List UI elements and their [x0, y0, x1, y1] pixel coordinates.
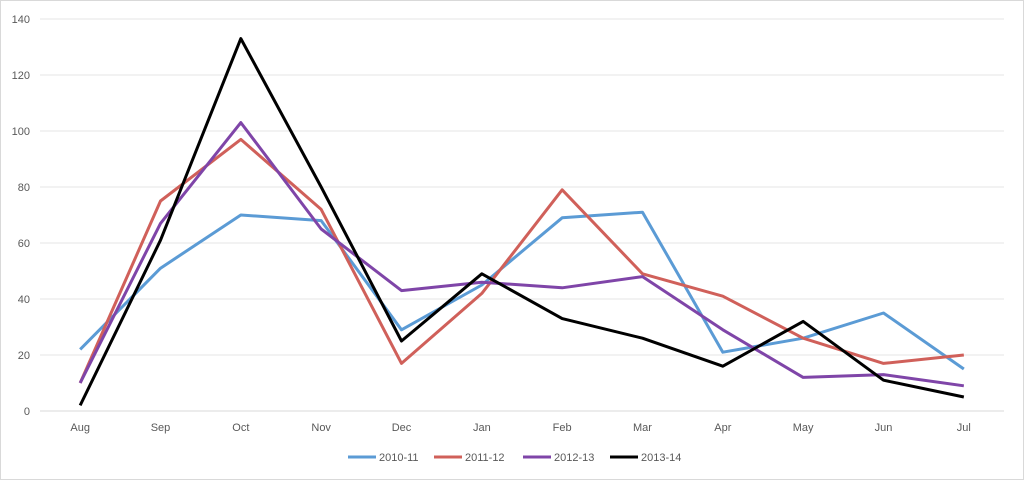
series-line-2013-14: [78, 37, 965, 407]
y-tick-label: 60: [18, 238, 30, 250]
y-tick-label: 140: [12, 14, 30, 26]
legend-label: 2012-13: [554, 452, 594, 464]
y-tick-label: 100: [12, 126, 30, 138]
x-tick-label: Feb: [553, 422, 572, 434]
x-tick-label: Oct: [232, 422, 249, 434]
x-tick-label: Nov: [311, 422, 331, 434]
x-tick-label: Aug: [70, 422, 90, 434]
x-tick-label: Dec: [392, 422, 412, 434]
y-tick-label: 40: [18, 294, 30, 306]
legend-label: 2010-11: [379, 452, 419, 464]
series-line-2012-13: [78, 121, 965, 388]
legend-label: 2013-14: [641, 452, 681, 464]
y-tick-label: 0: [24, 406, 30, 418]
x-tick-label: Jun: [875, 422, 893, 434]
legend-label: 2011-12: [465, 452, 505, 464]
x-tick-label: Mar: [633, 422, 652, 434]
y-tick-label: 20: [18, 350, 30, 362]
series-line-2011-12: [78, 137, 964, 384]
x-tick-label: Jul: [957, 422, 971, 434]
y-tick-label: 80: [18, 182, 30, 194]
x-tick-label: Apr: [714, 422, 731, 434]
x-tick-label: Jan: [473, 422, 491, 434]
y-tick-label: 120: [12, 70, 30, 82]
x-tick-label: Sep: [151, 422, 171, 434]
series-line-2010-11: [79, 210, 965, 371]
x-tick-label: May: [793, 422, 814, 434]
